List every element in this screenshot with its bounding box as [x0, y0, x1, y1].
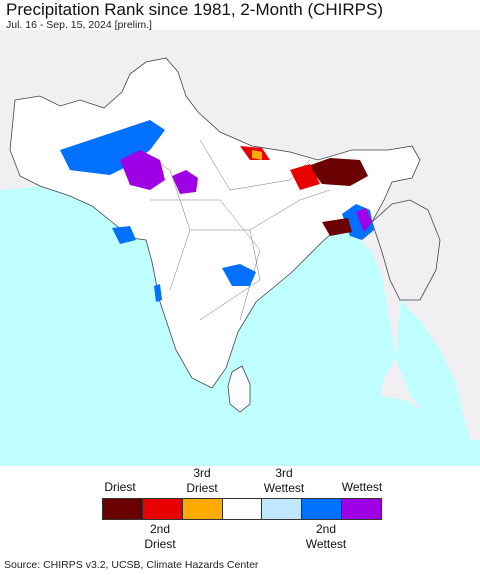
ocean-area — [0, 186, 442, 466]
source-credit: Source: CHIRPS v3.2, UCSB, Climate Hazar… — [4, 559, 259, 571]
wet-patch-gujarat — [112, 226, 136, 244]
dry-patch-northeast — [290, 164, 320, 190]
legend-label-wettest: Wettest — [341, 480, 383, 494]
swatch-normal — [222, 499, 263, 519]
swatch-wettest — [342, 499, 382, 519]
sri-lanka — [227, 365, 251, 413]
legend: Driest 3rd Driest 3rd Wettest Wettest 2nd D… — [0, 466, 480, 556]
swatch-2nd-driest — [142, 499, 183, 519]
driest-patch-northeast — [308, 158, 368, 186]
precipitation-map — [0, 30, 480, 466]
swatch-3rd-driest — [182, 499, 223, 519]
wet-patch-coast — [154, 284, 162, 302]
swatch-driest — [103, 499, 143, 519]
legend-label-3rd-wettest: 3rd Wettest — [263, 466, 305, 495]
dry-anomalies — [240, 146, 368, 236]
wettest-patch-central — [172, 170, 198, 194]
legend-label-2nd-wettest: 2nd Wettest — [305, 522, 347, 551]
wettest-patch-bengal — [356, 208, 372, 232]
swatch-3rd-wettest — [262, 499, 303, 519]
legend-label-3rd-driest: 3rd Driest — [186, 466, 218, 495]
wet-patch-south — [222, 264, 256, 286]
wet-patch-pakistan — [60, 120, 165, 175]
wettest-patch-rajasthan — [120, 150, 165, 190]
ocean-east — [396, 300, 480, 466]
swatch-2nd-wettest — [302, 499, 343, 519]
legend-label-driest: Driest — [104, 480, 136, 494]
map-title: Precipitation Rank since 1981, 2-Month (… — [6, 0, 383, 19]
driest-patch-bengal — [322, 218, 352, 236]
myanmar-land — [371, 199, 441, 301]
legend-colorbar — [102, 498, 382, 520]
map-subtitle: Jul. 16 - Sep. 15, 2024 [prelim.] — [6, 19, 152, 31]
legend-label-2nd-driest: 2nd Driest — [144, 522, 176, 551]
moderate-dry-patch — [252, 150, 262, 160]
